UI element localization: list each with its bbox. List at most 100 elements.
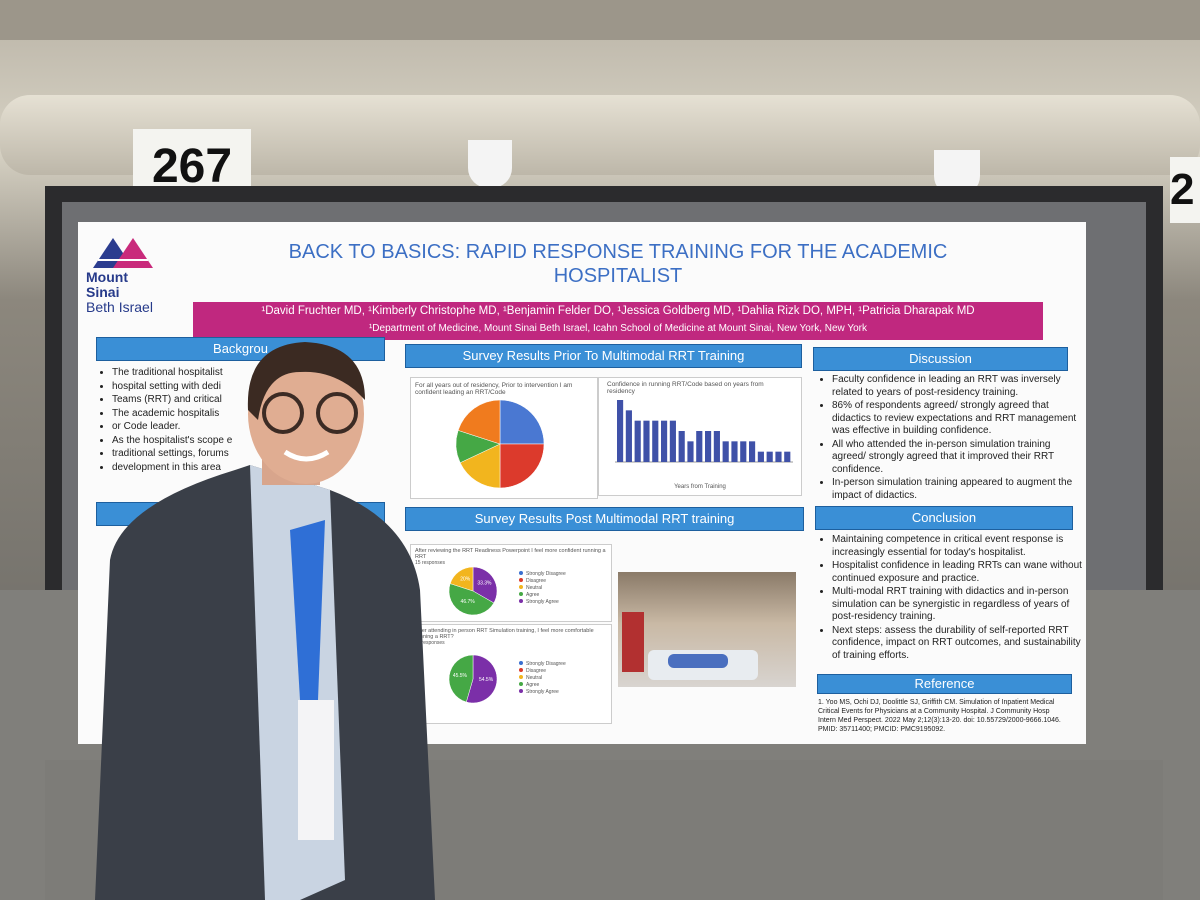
legend-label: Strongly Disagree — [526, 661, 566, 667]
legend-item: Strongly Disagree — [519, 571, 566, 578]
bar — [705, 431, 712, 462]
legend-label: Strongly Disagree — [526, 571, 566, 577]
pie — [456, 400, 545, 489]
legend-swatch — [519, 661, 523, 665]
bar — [757, 451, 764, 462]
pie-title: After reviewing the RRT Readiness Powerp… — [415, 548, 606, 560]
lamp — [468, 140, 512, 188]
legend-label: Strongly Agree — [526, 689, 559, 695]
legend-label: Agree — [526, 682, 540, 688]
section-heading: Conclusion — [815, 506, 1073, 530]
reference: 1. Yoo MS, Ochi DJ, Doolittle SJ, Griffi… — [818, 699, 1061, 733]
bar-title: Confidence in running RRT/Code based on … — [607, 381, 764, 395]
legend-swatch — [519, 578, 523, 582]
bar — [678, 431, 685, 462]
bullet: or Code leader. — [112, 421, 402, 434]
bar — [722, 441, 729, 462]
bar — [731, 441, 738, 462]
pie-box: After attending in person RRT Simulation… — [410, 624, 612, 724]
legend-swatch — [519, 571, 523, 575]
bar — [625, 410, 632, 462]
pie-slice — [449, 583, 495, 615]
legend-label: Agree — [526, 592, 540, 598]
bullet: The traditional hospitalist — [112, 367, 402, 380]
bullet: All who attended the in-person simulatio… — [832, 439, 1080, 477]
bar — [749, 441, 756, 462]
bar — [766, 451, 773, 462]
pie-slice — [465, 655, 497, 703]
pie: 33.3% 46.7% 20% — [449, 567, 497, 615]
bullet: Multi-modal RRT training with didactics … — [832, 586, 1082, 624]
bullet: hospital setting with dedi — [112, 381, 402, 394]
section-heading: Reference — [817, 674, 1072, 694]
pie-box: After reviewing the RRT Readiness Powerp… — [410, 544, 612, 622]
bullet: As the hospitalist's scope e — [112, 435, 402, 448]
pie: 54.5% 45.5% — [449, 655, 497, 703]
bar — [617, 400, 624, 462]
bullet: Next steps: assess the durability of sel… — [832, 625, 1082, 663]
legend-item: Neutral — [519, 585, 566, 592]
legend-label: Disagree — [526, 668, 547, 674]
pie-slice — [449, 655, 474, 703]
slice-label: 54.5% — [479, 677, 494, 683]
pie-slice — [499, 443, 545, 489]
slice-label: 45.5% — [453, 673, 468, 679]
bullet: Teams (RRT) and critical — [112, 394, 402, 407]
legend-swatch — [519, 585, 523, 589]
bullet: Faculty confidence in leading an RRT was… — [832, 374, 1080, 399]
pie-slice — [457, 400, 501, 445]
legend-item: Strongly Disagree — [519, 661, 566, 668]
logo-line: Mount — [86, 269, 128, 285]
logo-line: Beth Israel — [86, 299, 153, 315]
pie-slice — [472, 567, 497, 604]
legend-item: Neutral — [519, 675, 566, 682]
x-axis-title: Years from Training — [674, 484, 726, 490]
photo-simulation — [618, 572, 796, 687]
bullet: 86% of respondents agreed/ strongly agre… — [832, 400, 1080, 438]
logo-line: Sinai — [86, 284, 120, 300]
legend-label: Neutral — [526, 675, 543, 681]
bar — [652, 420, 659, 462]
booth-number: 2 — [1170, 157, 1200, 223]
bar — [713, 431, 720, 462]
bullet: The academic hospitalis — [112, 408, 402, 421]
logo-mark — [93, 238, 153, 268]
cart — [622, 612, 644, 672]
section-heading: Survey Results Prior To Multimodal RRT T… — [405, 344, 802, 368]
bullet: Hospitalist confidence in leading RRTs c… — [832, 560, 1082, 585]
legend-item: Agree — [519, 592, 566, 599]
slice-label: 46.7% — [461, 599, 476, 605]
affiliation: ¹Department of Medicine, Mount Sinai Bet… — [368, 323, 868, 334]
background-list: The traditional hospitalisthospital sett… — [98, 367, 402, 475]
legend: Strongly Disagree Disagree Neutral Agree Str… — [519, 571, 566, 606]
legend-swatch — [519, 668, 523, 672]
bullet: development in this area — [112, 462, 402, 475]
conclusion-list: Maintaining competence in critical event… — [818, 534, 1082, 663]
slice-label: 33.3% — [477, 580, 492, 586]
legend-label: Strongly Agree — [526, 599, 559, 605]
bar — [661, 420, 668, 462]
legend-label: Disagree — [526, 578, 547, 584]
bar — [784, 451, 791, 462]
bullet: traditional settings, forums — [112, 448, 402, 461]
bullet: In-person simulation training appeared t… — [832, 477, 1080, 502]
response-count: 11 responses — [415, 640, 445, 646]
bar — [696, 431, 703, 462]
legend-item: Disagree — [519, 578, 566, 585]
pie-box: For all years out of residency, Prior to… — [410, 377, 598, 499]
bar-chart — [615, 400, 793, 463]
bar — [687, 441, 694, 462]
bullet: Maintaining competence in critical event… — [832, 534, 1082, 559]
legend-swatch — [519, 689, 523, 693]
legend-item: Agree — [519, 682, 566, 689]
bar — [669, 420, 676, 462]
legend: Strongly Disagree Disagree Neutral Agree Str… — [519, 661, 566, 696]
section-heading: Discussion — [813, 347, 1068, 371]
bar — [634, 420, 641, 462]
legend-item: Disagree — [519, 668, 566, 675]
section-heading: Survey Results Post Multimodal RRT train… — [405, 507, 804, 531]
bar — [775, 451, 782, 462]
bar — [740, 441, 747, 462]
